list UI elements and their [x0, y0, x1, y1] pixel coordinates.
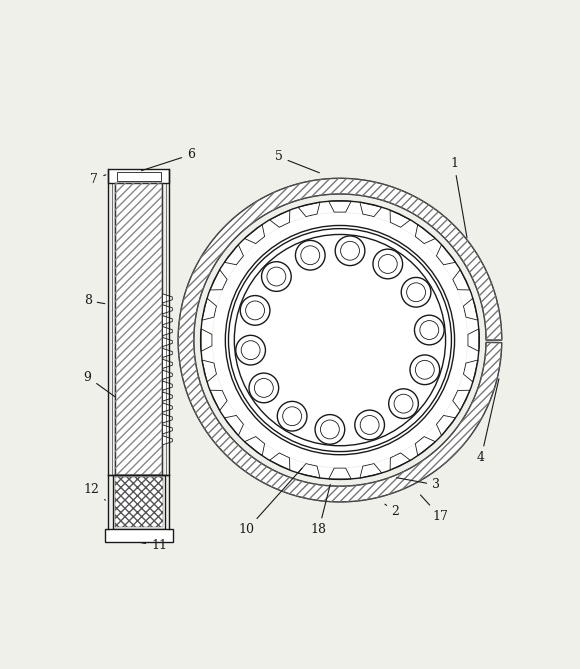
Text: 1: 1	[450, 157, 467, 237]
Polygon shape	[224, 245, 244, 265]
Bar	[115, 183, 162, 475]
Text: 5: 5	[275, 151, 320, 173]
Circle shape	[420, 320, 438, 339]
Circle shape	[335, 236, 365, 266]
Polygon shape	[453, 390, 470, 411]
Text: 3: 3	[397, 478, 440, 492]
Circle shape	[255, 379, 273, 397]
Circle shape	[249, 373, 278, 403]
Polygon shape	[162, 349, 172, 357]
Polygon shape	[201, 201, 479, 480]
Polygon shape	[270, 453, 290, 470]
Polygon shape	[162, 337, 172, 347]
Circle shape	[246, 301, 264, 320]
Polygon shape	[162, 316, 172, 324]
Polygon shape	[463, 298, 478, 320]
Polygon shape	[415, 437, 436, 456]
Bar	[117, 171, 161, 181]
Circle shape	[241, 341, 260, 360]
Circle shape	[267, 267, 286, 286]
Polygon shape	[468, 329, 479, 351]
Circle shape	[282, 407, 302, 425]
Polygon shape	[210, 270, 227, 290]
Circle shape	[389, 389, 418, 419]
Circle shape	[277, 401, 307, 431]
Polygon shape	[162, 370, 172, 379]
Text: 7: 7	[90, 173, 106, 186]
Polygon shape	[162, 414, 172, 423]
Text: 11: 11	[142, 539, 167, 552]
Polygon shape	[415, 225, 436, 244]
Circle shape	[213, 213, 467, 468]
Polygon shape	[270, 210, 290, 227]
Polygon shape	[202, 298, 216, 320]
Polygon shape	[437, 245, 455, 265]
Polygon shape	[245, 225, 264, 244]
Bar	[105, 529, 173, 543]
Circle shape	[262, 262, 291, 292]
Circle shape	[378, 254, 397, 274]
Polygon shape	[360, 202, 382, 217]
Polygon shape	[162, 381, 172, 390]
Circle shape	[407, 283, 426, 302]
Polygon shape	[162, 304, 172, 314]
Circle shape	[236, 335, 266, 365]
Text: 12: 12	[84, 483, 106, 500]
Circle shape	[240, 296, 270, 325]
Polygon shape	[298, 464, 320, 478]
Circle shape	[340, 242, 360, 260]
Text: 17: 17	[420, 495, 448, 523]
Circle shape	[415, 315, 444, 345]
Polygon shape	[178, 178, 502, 502]
Text: 18: 18	[311, 484, 330, 537]
Polygon shape	[162, 403, 172, 412]
Polygon shape	[210, 390, 227, 411]
Circle shape	[295, 240, 325, 270]
Bar	[115, 477, 163, 527]
Polygon shape	[329, 201, 351, 212]
Text: 2: 2	[385, 504, 400, 518]
Circle shape	[415, 361, 434, 379]
Bar	[113, 475, 165, 529]
Circle shape	[315, 415, 345, 444]
Polygon shape	[201, 329, 212, 351]
Circle shape	[394, 394, 413, 413]
Polygon shape	[390, 210, 410, 227]
Polygon shape	[298, 202, 320, 217]
Circle shape	[373, 249, 403, 279]
Polygon shape	[162, 326, 172, 336]
Polygon shape	[162, 425, 172, 434]
Circle shape	[301, 246, 320, 265]
Text: 9: 9	[84, 371, 115, 397]
Polygon shape	[453, 270, 470, 290]
Circle shape	[410, 355, 440, 385]
Circle shape	[401, 278, 431, 307]
Polygon shape	[162, 392, 172, 401]
Text: 4: 4	[477, 379, 499, 464]
Polygon shape	[162, 359, 172, 369]
Circle shape	[320, 420, 339, 439]
Polygon shape	[463, 360, 478, 382]
Bar	[108, 169, 169, 183]
Text: 8: 8	[84, 294, 105, 307]
Bar	[115, 183, 162, 475]
Polygon shape	[162, 436, 172, 445]
Polygon shape	[245, 437, 264, 456]
Circle shape	[355, 410, 385, 440]
Polygon shape	[360, 464, 382, 478]
Text: 10: 10	[239, 468, 302, 537]
Circle shape	[360, 415, 379, 434]
Polygon shape	[437, 415, 455, 436]
Polygon shape	[162, 294, 172, 303]
Polygon shape	[202, 360, 216, 382]
Polygon shape	[390, 453, 410, 470]
Polygon shape	[329, 468, 351, 479]
Polygon shape	[224, 415, 244, 436]
Text: 6: 6	[142, 148, 195, 171]
